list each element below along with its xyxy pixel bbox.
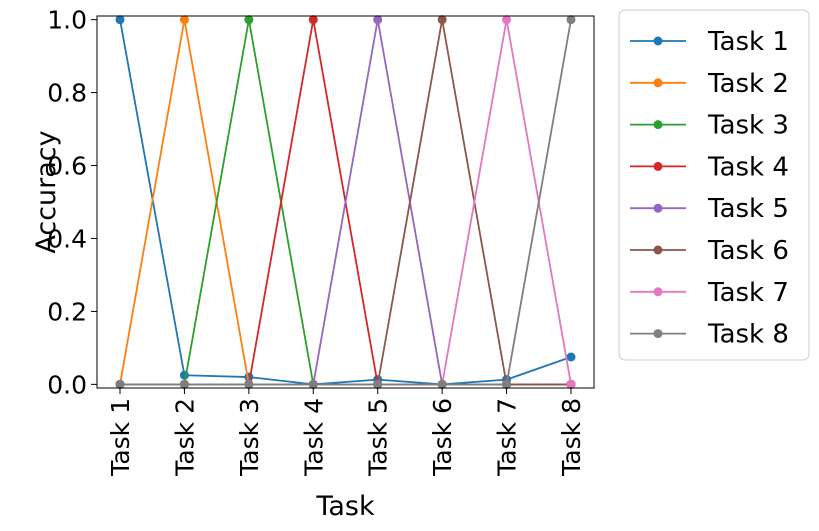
data-point	[566, 352, 576, 362]
y-tick-label: 1.0	[47, 6, 87, 35]
legend-swatch-marker	[653, 329, 663, 339]
data-point	[566, 15, 576, 25]
x-axis-label: Task	[315, 491, 375, 522]
legend-swatch-marker	[653, 78, 663, 88]
legend-item: Task 8	[630, 320, 789, 350]
series-5	[115, 15, 576, 389]
data-point	[502, 15, 512, 25]
legend-item: Task 4	[630, 152, 789, 182]
legend-label: Task 7	[707, 278, 789, 308]
legend-swatch-marker	[653, 36, 663, 46]
legend-frame	[618, 9, 810, 361]
x-tick-label: Task 2	[170, 398, 199, 477]
legend-item: Task 5	[630, 194, 789, 224]
data-point	[308, 15, 318, 25]
data-point	[115, 379, 125, 389]
data-point	[373, 379, 383, 389]
data-point	[244, 379, 254, 389]
legend-swatch-marker	[653, 120, 663, 130]
data-point	[373, 15, 383, 25]
data-point	[437, 15, 447, 25]
y-axis-ticks: 0.0 0.2 0.4 0.6 0.8 1.0	[47, 6, 97, 399]
plot-marks	[115, 15, 576, 389]
data-point	[115, 15, 125, 25]
x-axis-ticks: Task 1 Task 2 Task 3 Task 4 Task 5 Task 6 Task…	[106, 388, 586, 477]
legend-item: Task 6	[630, 236, 789, 266]
data-point	[179, 15, 189, 25]
legend-label: Task 2	[707, 69, 789, 99]
y-tick-label: 0.8	[47, 79, 87, 108]
legend-swatch-marker	[653, 287, 663, 297]
x-tick-label: Task 3	[235, 398, 264, 477]
legend-label: Task 6	[707, 236, 789, 266]
data-point	[179, 370, 189, 380]
x-tick-label: Task 6	[428, 398, 457, 477]
legend-swatch-marker	[653, 245, 663, 255]
legend: Task 1 Task 2 Task 3 Task 4 Task 5 Task 6 Task…	[618, 9, 810, 361]
series-line	[120, 19, 572, 386]
data-point	[179, 379, 189, 389]
x-tick-label: Task 8	[557, 398, 586, 477]
legend-label: Task 5	[707, 194, 789, 224]
series-line	[120, 18, 571, 386]
data-point	[437, 379, 447, 389]
legend-item: Task 7	[630, 278, 789, 308]
legend-item: Task 2	[630, 69, 789, 99]
y-axis-label: Accuracy	[31, 130, 62, 253]
legend-label: Task 1	[707, 27, 789, 57]
y-tick-label: 0.4	[47, 224, 87, 253]
legend-swatch-marker	[653, 161, 663, 171]
x-tick-label: Task 7	[493, 398, 522, 477]
data-point	[502, 379, 512, 389]
legend-swatch-marker	[653, 203, 663, 213]
x-tick-label: Task 1	[106, 398, 135, 477]
y-tick-label: 0.6	[47, 152, 87, 181]
legend-label: Task 8	[707, 320, 789, 350]
legend-item: Task 1	[630, 27, 789, 57]
x-tick-label: Task 5	[364, 398, 393, 477]
series-8	[115, 15, 576, 389]
series-line	[119, 19, 572, 386]
legend-item: Task 3	[630, 111, 789, 141]
data-point	[566, 379, 576, 389]
y-tick-label: 0.0	[47, 370, 87, 399]
data-point	[308, 379, 318, 389]
plot-frame	[96, 15, 595, 389]
legend-label: Task 3	[707, 111, 789, 141]
data-point	[244, 15, 254, 25]
x-tick-label: Task 4	[299, 398, 328, 477]
legend-label: Task 4	[707, 152, 789, 182]
y-tick-label: 0.2	[47, 297, 87, 326]
